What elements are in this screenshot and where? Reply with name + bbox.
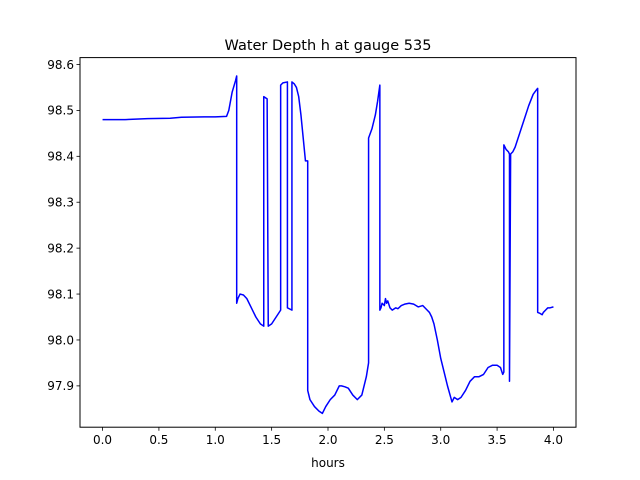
y-axis: 97.9 98.0 98.1 98.2 98.3 98.4 98.5 98.6 bbox=[47, 58, 80, 393]
plot-area bbox=[102, 75, 554, 415]
series-line-0 bbox=[102, 75, 554, 415]
y-tick-label: 98.5 bbox=[47, 104, 74, 118]
y-tick-label: 97.9 bbox=[47, 379, 74, 393]
y-tick-label: 98.3 bbox=[47, 196, 74, 210]
x-tick-label: 3.0 bbox=[431, 433, 450, 447]
x-tick-label: 2.0 bbox=[318, 433, 337, 447]
x-tick-label: 4.0 bbox=[544, 433, 563, 447]
x-tick-label: 2.5 bbox=[375, 433, 394, 447]
y-tick-label: 98.1 bbox=[47, 287, 74, 301]
y-tick-label: 98.0 bbox=[47, 333, 74, 347]
x-tick-label: 1.0 bbox=[206, 433, 225, 447]
x-axis-label: hours bbox=[311, 456, 345, 470]
chart-title: Water Depth h at gauge 535 bbox=[225, 38, 432, 54]
y-tick-label: 98.6 bbox=[47, 58, 74, 72]
x-axis: 0.0 0.5 1.0 1.5 2.0 2.5 3.0 3.5 4.0 bbox=[93, 427, 563, 447]
y-tick-label: 98.4 bbox=[47, 150, 74, 164]
x-tick-label: 3.5 bbox=[488, 433, 507, 447]
x-tick-label: 0.5 bbox=[149, 433, 168, 447]
x-tick-label: 1.5 bbox=[262, 433, 281, 447]
y-tick-label: 98.2 bbox=[47, 241, 74, 255]
x-tick-label: 0.0 bbox=[93, 433, 112, 447]
